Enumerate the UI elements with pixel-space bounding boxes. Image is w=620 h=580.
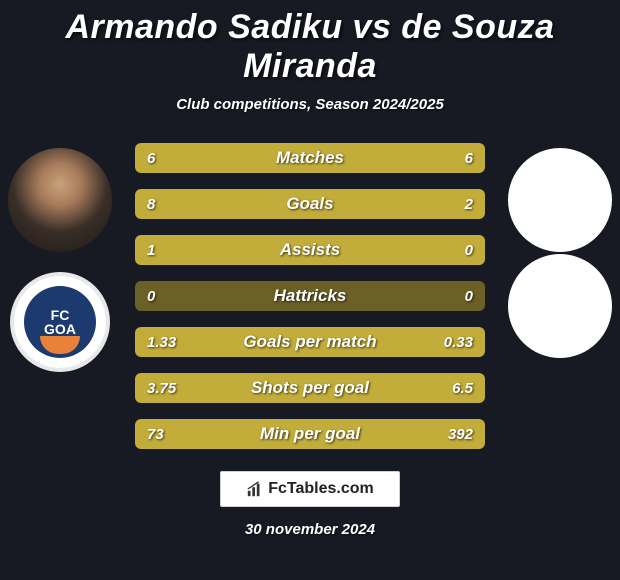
stat-bar-bg: Shots per goal3.756.5	[135, 373, 485, 403]
stat-value-left: 8	[135, 189, 167, 219]
stat-value-right: 0	[453, 281, 485, 311]
stat-bar-bg: Goals per match1.330.33	[135, 327, 485, 357]
stat-value-left: 73	[135, 419, 176, 449]
stat-bar-bg: Min per goal73 392	[135, 419, 485, 449]
stat-label: Goals	[135, 189, 485, 219]
club-badge-text-bottom: GOA	[44, 322, 76, 336]
stat-row: Shots per goal3.756.5	[135, 373, 485, 403]
stat-value-right: 0	[453, 235, 485, 265]
stat-row: Assists1 0	[135, 235, 485, 265]
stat-value-left: 1	[135, 235, 167, 265]
footer-brand-box: FcTables.com	[220, 471, 400, 507]
stats-bars: Matches66Goals82Assists10Hattricks00Goal…	[135, 143, 485, 449]
stat-row: Matches6 6	[135, 143, 485, 173]
stat-value-left: 3.75	[135, 373, 188, 403]
stat-bar-bg: Goals8 2	[135, 189, 485, 219]
stat-value-left: 1.33	[135, 327, 188, 357]
club-badge-inner: FC GOA	[24, 286, 96, 358]
stat-value-left: 6	[135, 143, 167, 173]
stat-bar-bg: Matches6 6	[135, 143, 485, 173]
stat-label: Hattricks	[135, 281, 485, 311]
stat-row: Hattricks0 0	[135, 281, 485, 311]
stat-label: Assists	[135, 235, 485, 265]
right-player-avatar-2	[508, 254, 612, 358]
stat-value-right: 2	[453, 189, 485, 219]
stat-value-right: 0.33	[432, 327, 485, 357]
stat-label: Matches	[135, 143, 485, 173]
stat-row: Min per goal73 392	[135, 419, 485, 449]
stat-bar-bg: Hattricks0 0	[135, 281, 485, 311]
stat-value-right: 6	[453, 143, 485, 173]
right-player-column	[500, 148, 620, 358]
footer-brand-text: FcTables.com	[268, 480, 374, 498]
stat-label: Min per goal	[135, 419, 485, 449]
stat-row: Goals8 2	[135, 189, 485, 219]
left-club-badge: FC GOA	[10, 272, 110, 372]
comparison-content: FC GOA Matches66Goals82Assists10Hattrick…	[0, 143, 620, 449]
left-player-column: FC GOA	[0, 148, 120, 372]
left-player-avatar	[8, 148, 112, 252]
footer-date: 30 november 2024	[0, 521, 620, 538]
club-badge-text-top: FC	[51, 308, 70, 322]
chart-icon	[246, 480, 264, 498]
club-badge-accent	[40, 336, 80, 354]
stat-value-right: 392	[436, 419, 485, 449]
stat-bar-bg: Assists1 0	[135, 235, 485, 265]
right-player-avatar-1	[508, 148, 612, 252]
stat-row: Goals per match1.330.33	[135, 327, 485, 357]
stat-value-right: 6.5	[440, 373, 485, 403]
page-subtitle: Club competitions, Season 2024/2025	[0, 96, 620, 113]
stat-value-left: 0	[135, 281, 167, 311]
page-title: Armando Sadiku vs de Souza Miranda	[0, 0, 620, 86]
